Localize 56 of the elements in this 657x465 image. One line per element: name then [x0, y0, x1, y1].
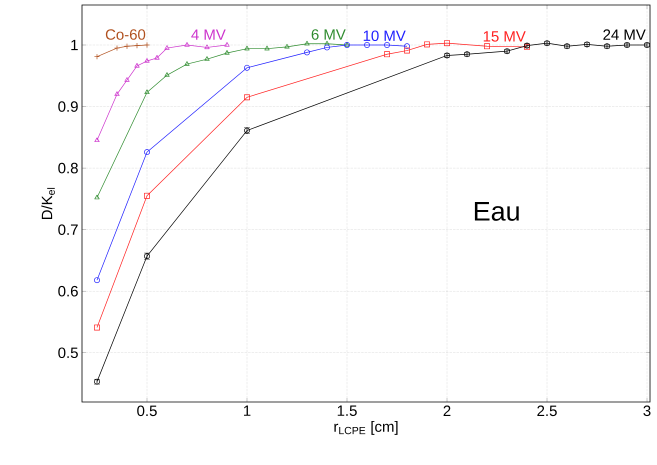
x-tick-label: 3 — [643, 406, 651, 416]
point — [444, 40, 450, 46]
point — [244, 94, 250, 100]
point — [404, 48, 410, 54]
series-label: 15 MV — [484, 31, 526, 42]
legend-label: 24 MV — [603, 29, 646, 40]
point — [204, 44, 210, 50]
point — [164, 45, 170, 50]
x-tick-label: 0.5 — [137, 406, 157, 416]
point — [94, 324, 100, 330]
point — [384, 42, 390, 48]
y-tick-label: 0.6 — [58, 286, 78, 296]
x-tick-label: 1 — [244, 406, 250, 416]
point — [124, 43, 130, 50]
point — [244, 64, 250, 71]
y-tick-label: 0.9 — [58, 101, 78, 112]
point — [484, 43, 490, 50]
point — [264, 46, 270, 50]
point — [324, 40, 330, 46]
point — [364, 42, 370, 48]
y-tick-label: 1 — [71, 40, 78, 50]
y-tick-label: 0.7 — [58, 224, 78, 235]
point — [114, 91, 120, 96]
y-tick-label: 0.8 — [58, 162, 78, 174]
point — [154, 54, 160, 60]
x-tick-label: 2 — [444, 406, 450, 416]
point — [204, 56, 210, 61]
point — [244, 46, 250, 50]
point — [304, 49, 310, 56]
point — [184, 42, 190, 47]
point — [144, 89, 150, 94]
point — [134, 42, 140, 49]
point — [114, 45, 120, 52]
annotation: Eau — [474, 202, 519, 221]
series-label: Co-60 — [106, 29, 146, 40]
series-label: 4 MV — [191, 30, 226, 40]
point — [224, 50, 230, 55]
series-label: 6 MV — [312, 29, 346, 40]
point — [304, 40, 310, 46]
point — [384, 51, 390, 58]
point — [144, 58, 150, 63]
point — [124, 77, 130, 82]
x-tick-label: 2.5 — [537, 406, 557, 416]
point — [424, 41, 430, 48]
point — [184, 61, 190, 66]
point — [144, 149, 150, 156]
point — [284, 44, 290, 48]
series-label: 10 MV — [364, 30, 406, 42]
point — [134, 62, 140, 68]
point — [324, 44, 330, 50]
point — [164, 72, 170, 77]
x-axis-title: r$_{LCPE}$ [cm] — [334, 420, 398, 435]
y-axis-title: D/K$_{el}$ — [41, 188, 55, 220]
point — [144, 192, 150, 199]
x-tick-label: 1.5 — [338, 406, 357, 416]
y-tick-label: 0.5 — [58, 347, 78, 358]
